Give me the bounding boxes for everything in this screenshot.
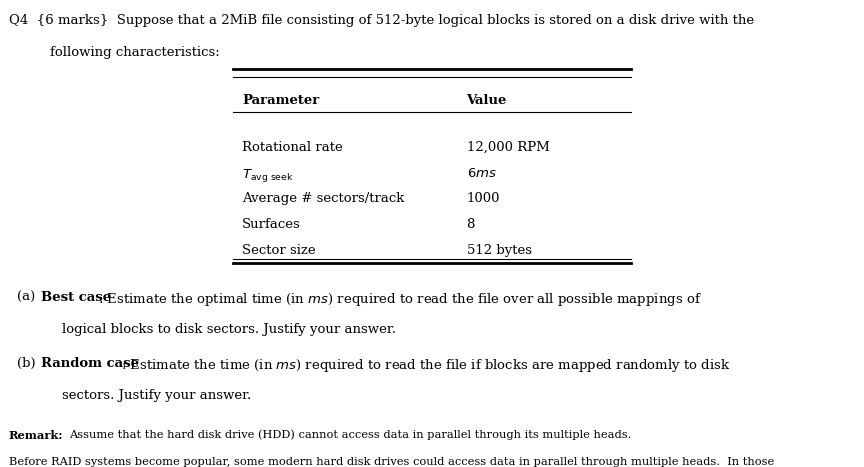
Text: Best case: Best case [41, 291, 111, 304]
Text: Average # sectors/track: Average # sectors/track [242, 192, 404, 205]
Text: $6ms$: $6ms$ [467, 167, 497, 180]
Text: (a): (a) [17, 291, 40, 304]
Text: Random case: Random case [41, 357, 139, 370]
Text: : Estimate the time (in $ms$) required to read the file if blocks are mapped ran: : Estimate the time (in $ms$) required t… [121, 357, 731, 374]
Text: 512 bytes: 512 bytes [467, 244, 531, 257]
Text: 8: 8 [467, 218, 475, 231]
Text: Assume that the hard disk drive (HDD) cannot access data in parallel through its: Assume that the hard disk drive (HDD) ca… [69, 430, 632, 440]
Text: Q4  {6 marks}  Suppose that a 2MiB file consisting of 512-byte logical blocks is: Q4 {6 marks} Suppose that a 2MiB file co… [9, 14, 753, 27]
Text: 12,000 RPM: 12,000 RPM [467, 141, 550, 154]
Text: Sector size: Sector size [242, 244, 315, 257]
Text: : Estimate the optimal time (in $ms$) required to read the file over all possibl: : Estimate the optimal time (in $ms$) re… [98, 291, 702, 308]
Text: Remark:: Remark: [9, 430, 63, 441]
Text: Rotational rate: Rotational rate [242, 141, 343, 154]
Text: Value: Value [467, 94, 507, 107]
Text: logical blocks to disk sectors. Justify your answer.: logical blocks to disk sectors. Justify … [62, 323, 397, 336]
Text: 1000: 1000 [467, 192, 500, 205]
Text: (b): (b) [17, 357, 40, 370]
Text: Surfaces: Surfaces [242, 218, 301, 231]
Text: Before RAID systems become popular, some modern hard disk drives could access da: Before RAID systems become popular, some… [9, 457, 774, 467]
Text: Parameter: Parameter [242, 94, 319, 107]
Text: sectors. Justify your answer.: sectors. Justify your answer. [62, 389, 251, 402]
Text: following characteristics:: following characteristics: [50, 46, 219, 59]
Text: $T_{\mathrm{avg\ seek}}$: $T_{\mathrm{avg\ seek}}$ [242, 167, 294, 184]
